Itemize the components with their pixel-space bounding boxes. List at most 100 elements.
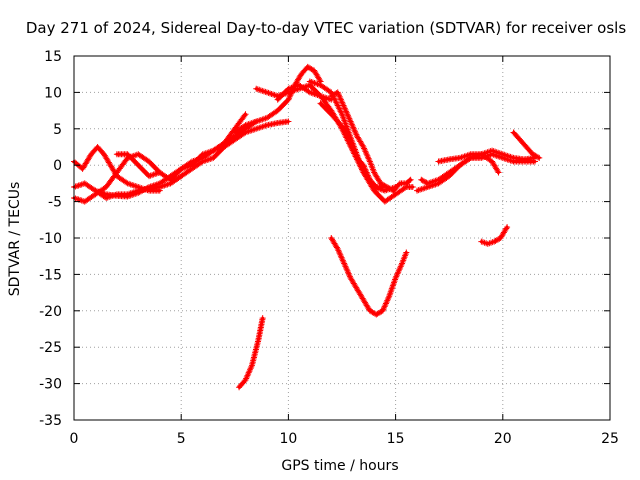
data-point-marker xyxy=(381,182,388,189)
data-point-marker xyxy=(331,96,338,103)
data-point-marker xyxy=(350,146,357,153)
data-point-marker xyxy=(529,151,536,158)
data-point-marker xyxy=(343,266,350,273)
grid-lines xyxy=(74,56,610,420)
y-tick-label: -25 xyxy=(39,340,62,356)
data-point-marker xyxy=(245,369,252,376)
data-point-marker xyxy=(384,296,391,303)
data-point-marker xyxy=(495,236,502,243)
data-point-marker xyxy=(382,183,389,190)
data-point-marker xyxy=(341,260,348,267)
data-point-marker xyxy=(349,144,356,151)
data-point-marker xyxy=(339,101,346,108)
data-point-marker xyxy=(139,187,146,194)
series-track-15 xyxy=(435,151,502,176)
series-track-11 xyxy=(317,100,386,191)
data-point-marker xyxy=(369,309,376,316)
data-point-marker xyxy=(360,144,367,150)
data-point-marker xyxy=(339,99,346,106)
data-point-marker xyxy=(336,106,343,113)
data-point-marker xyxy=(351,127,358,134)
data-point-marker xyxy=(350,125,357,132)
data-point-marker xyxy=(392,275,399,282)
data-point-marker xyxy=(350,124,357,131)
data-point-marker xyxy=(381,303,388,310)
data-point-marker xyxy=(385,294,392,301)
data-point-marker xyxy=(363,168,370,175)
data-point-marker xyxy=(366,307,373,314)
data-point-marker xyxy=(395,267,402,274)
series-track-19 xyxy=(478,224,511,247)
data-point-marker xyxy=(407,176,414,183)
data-point-marker xyxy=(343,131,350,138)
y-tick-label: 10 xyxy=(44,85,62,101)
data-point-marker xyxy=(382,300,389,307)
data-point-marker xyxy=(363,169,370,176)
data-point-marker xyxy=(144,184,151,191)
data-point-marker xyxy=(373,311,380,318)
data-point-marker xyxy=(330,91,337,98)
data-point-marker xyxy=(342,128,349,135)
data-point-marker xyxy=(366,157,373,164)
data-point-marker xyxy=(380,306,387,313)
data-point-marker xyxy=(349,122,356,129)
data-point-marker xyxy=(352,130,359,137)
data-point-marker xyxy=(491,238,498,245)
data-point-marker xyxy=(352,128,359,135)
data-point-marker xyxy=(342,263,349,270)
x-tick-label: 15 xyxy=(387,431,405,447)
data-point-marker xyxy=(305,88,312,95)
y-tick-label: -35 xyxy=(39,413,62,429)
data-point-marker xyxy=(348,119,355,126)
data-point-marker xyxy=(352,152,359,159)
data-point-marker xyxy=(396,266,403,273)
data-point-marker xyxy=(334,245,341,252)
data-point-marker xyxy=(334,102,341,109)
data-point-marker xyxy=(381,304,388,311)
data-point-marker xyxy=(384,297,391,304)
x-tick-label: 20 xyxy=(494,431,512,447)
data-point-marker xyxy=(342,106,349,113)
series-track-16 xyxy=(510,129,543,161)
data-point-marker xyxy=(341,125,348,132)
data-point-marker xyxy=(338,254,345,261)
data-point-marker xyxy=(398,261,405,268)
data-point-marker xyxy=(328,93,335,100)
data-point-marker xyxy=(247,366,254,373)
data-point-marker xyxy=(138,188,144,195)
data-point-marker xyxy=(351,149,358,156)
data-point-marker xyxy=(344,111,351,118)
data-point-marker xyxy=(337,108,344,115)
data-point-marker xyxy=(340,259,347,266)
data-point-marker xyxy=(368,308,375,315)
x-axis-label: GPS time / hours xyxy=(281,458,398,474)
data-point-marker xyxy=(198,159,205,166)
data-point-marker xyxy=(364,152,371,159)
data-point-marker xyxy=(370,309,377,316)
data-point-marker xyxy=(335,248,342,255)
series-track-9 xyxy=(274,82,335,103)
data-point-marker xyxy=(341,105,348,112)
data-point-marker xyxy=(536,154,543,161)
data-point-marker xyxy=(403,249,410,256)
data-point-marker xyxy=(333,101,340,108)
data-point-marker xyxy=(384,184,391,191)
data-point-marker xyxy=(345,135,352,142)
x-tick-label: 10 xyxy=(279,431,297,447)
y-tick-label: -30 xyxy=(39,377,62,393)
series-track-line xyxy=(237,316,265,389)
data-point-marker xyxy=(383,299,390,306)
y-axis-label: SDTVAR / TECUs xyxy=(7,182,23,297)
series-track-12 xyxy=(328,89,414,194)
data-point-marker xyxy=(285,118,292,125)
data-point-marker xyxy=(241,130,248,137)
data-point-marker xyxy=(343,130,350,137)
data-point-marker xyxy=(385,184,392,191)
data-point-marker xyxy=(395,181,402,188)
data-point-marker xyxy=(335,103,342,110)
data-point-marker xyxy=(503,225,510,232)
data-point-marker xyxy=(365,173,372,180)
series-track-5 xyxy=(113,111,249,183)
chart-title: Day 271 of 2024, Sidereal Day-to-day VTE… xyxy=(26,19,626,37)
data-point-marker xyxy=(343,264,350,271)
